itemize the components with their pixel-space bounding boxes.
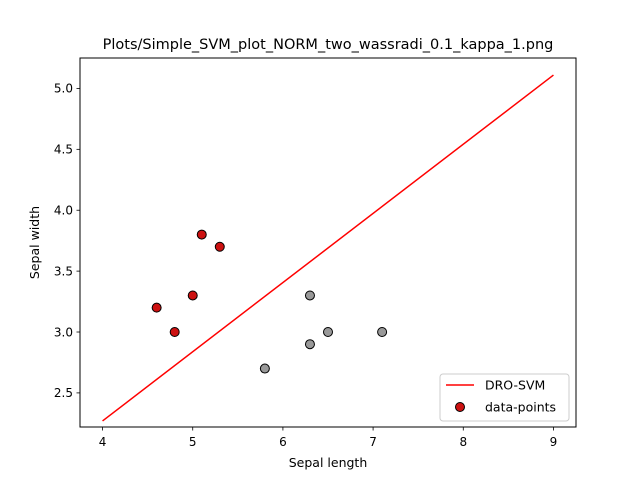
y-tick-label: 3.5 xyxy=(54,264,73,278)
x-tick-label: 8 xyxy=(459,435,467,449)
x-tick-label: 5 xyxy=(189,435,197,449)
data-point-3 xyxy=(187,290,198,301)
legend-label-dro-svm: DRO-SVM xyxy=(485,378,545,393)
y-axis: 2.5 3.0 3.5 4.0 4.5 5.0 xyxy=(54,82,80,400)
y-tick-label: 2.5 xyxy=(54,386,73,400)
x-axis-label: Sepal length xyxy=(289,455,368,470)
data-point-2 xyxy=(169,327,180,338)
legend-marker-swatch xyxy=(455,402,465,412)
x-tick-label: 6 xyxy=(279,435,287,449)
data-point-6 xyxy=(259,363,270,374)
data-point-7 xyxy=(304,290,315,301)
data-point-9 xyxy=(323,327,333,338)
chart-title: Plots/Simple_SVM_plot_NORM_two_wassradi_… xyxy=(103,37,554,53)
legend-label-data-points: data-points xyxy=(485,400,556,415)
data-point-10 xyxy=(377,327,388,338)
data-point-4 xyxy=(196,229,207,240)
y-axis-label: Sepal width xyxy=(27,206,42,279)
data-point-1 xyxy=(151,302,162,313)
plot-area xyxy=(102,74,554,422)
x-tick-label: 7 xyxy=(369,435,377,449)
axes-frame xyxy=(79,57,577,428)
y-tick-label: 4.5 xyxy=(54,143,73,157)
dro-svm-line xyxy=(102,74,554,422)
x-tick-label: 9 xyxy=(550,435,558,449)
data-point-8 xyxy=(304,339,315,350)
x-tick-label: 4 xyxy=(99,435,107,449)
legend: DRO-SVM data-points xyxy=(439,373,570,422)
x-axis: 4 5 6 7 8 9 xyxy=(99,427,558,449)
y-tick-label: 5.0 xyxy=(54,82,73,96)
data-point-5 xyxy=(214,241,225,252)
y-tick-label: 4.0 xyxy=(54,204,73,218)
y-tick-label: 3.0 xyxy=(54,325,73,339)
